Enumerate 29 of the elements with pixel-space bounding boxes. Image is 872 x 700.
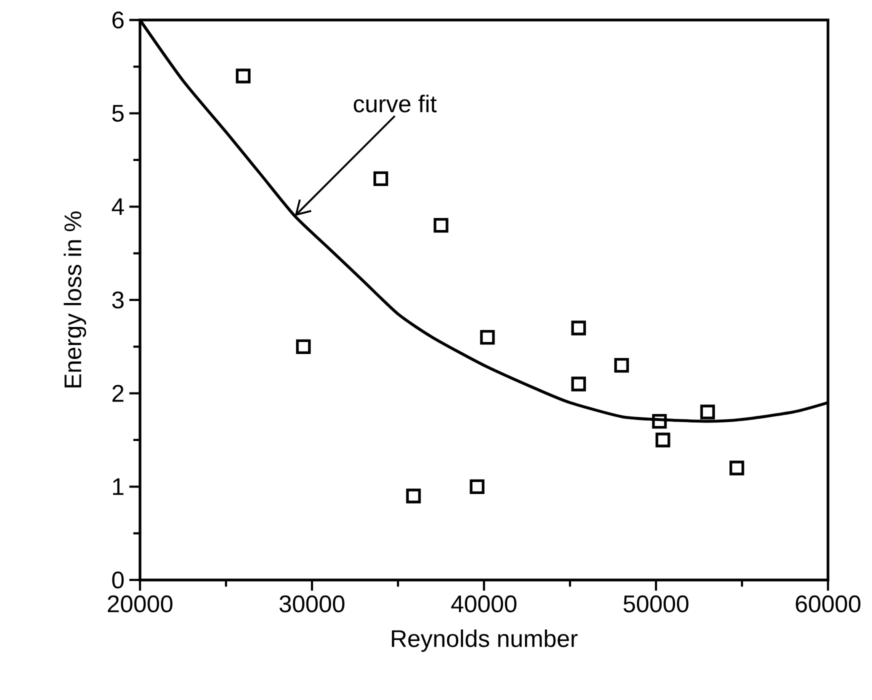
point [656,432,670,448]
point [571,376,586,392]
x-axis-title: Reynolds number [392,630,578,652]
y-tick-label: 3 [112,291,124,308]
y-axis-title: Energy loss in % [64,212,86,388]
y-tick-label: 0 [112,571,124,588]
y-tick-label: 6 [112,11,124,28]
x-tick-label: 50000 [624,595,688,612]
point [700,404,715,420]
point [406,488,421,504]
point [236,68,251,84]
point [730,460,744,476]
y-tick-label: 2 [112,384,124,402]
y-tick-label: 1 [113,478,124,495]
annotation: curve fit [354,94,437,112]
y-tick-label: 4 [112,198,124,215]
point [470,479,484,494]
point [373,171,388,186]
point [652,414,667,429]
point [296,339,311,354]
x-tick-label: 30000 [280,595,344,612]
x-tick-label: 20000 [108,595,172,612]
x-tick-label: 40000 [451,595,516,612]
point [614,358,629,373]
point [571,320,586,336]
point [480,330,495,345]
point [434,218,448,233]
y-tick-label: 5 [112,104,124,122]
x-tick-label: 60000 [796,595,860,612]
